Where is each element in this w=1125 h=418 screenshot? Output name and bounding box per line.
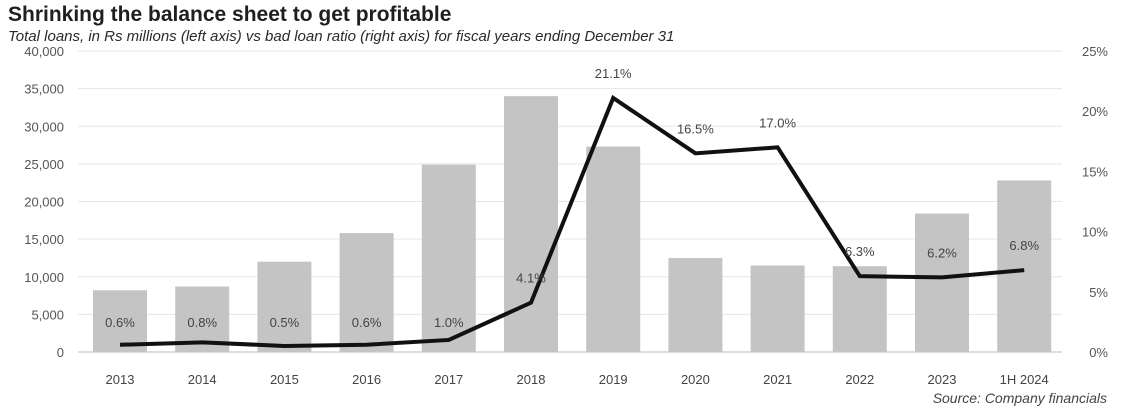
bar-2016 [339,233,394,352]
line-data-label: 0.8% [187,315,217,330]
y-left-tick-label: 5,000 [31,307,64,322]
y-left-tick-label: 25,000 [24,157,64,172]
x-tick-label: 2014 [188,372,217,387]
y-left-tick-label: 15,000 [24,232,64,247]
bar-2019 [586,146,641,352]
y-left-tick-label: 10,000 [24,270,64,285]
bar-2023 [915,213,969,352]
x-tick-label: 1H 2024 [1000,372,1049,387]
x-tick-label: 2016 [352,372,381,387]
x-tick-label: 2015 [270,372,299,387]
y-right-tick-label: 5% [1089,285,1108,300]
line-data-label: 17.0% [759,115,796,130]
line-series [119,94,1025,348]
axes: 0 5,000 10,000 15,000 20,000 25,000 30,000 35,0… [24,44,1108,387]
y-right-tick-label: 20% [1082,104,1108,119]
x-tick-label: 2017 [434,372,463,387]
line-data-label: 0.6% [352,315,382,330]
x-tick-label: 2022 [845,372,874,387]
bar-2022 [832,266,887,352]
line-data-label: 1.0% [434,315,464,330]
bar-2021 [750,265,805,352]
bar-2020 [668,257,723,352]
line-data-label: 0.6% [105,315,135,330]
x-tick-label: 2013 [106,372,135,387]
line-data-label: 6.2% [927,245,957,260]
line-data-label: 21.1% [595,66,632,81]
bad-loan-ratio-line [119,94,1025,348]
y-left-tick-label: 35,000 [24,82,64,97]
bar-1h-2024 [997,180,1052,352]
line-data-label: 16.5% [677,121,714,136]
x-tick-label: 2018 [517,372,546,387]
y-right-tick-label: 15% [1082,164,1108,179]
bar-2017 [421,164,476,352]
chart-title: Shrinking the balance sheet to get profi… [8,3,452,26]
y-left-tick-label: 40,000 [24,44,64,59]
source-note: Source: Company financials [932,390,1107,406]
y-right-tick-label: 25% [1082,44,1108,59]
bar-2018 [504,96,558,353]
y-left-tick-label: 0 [57,345,64,360]
bar-series [93,96,1052,353]
line-data-label: 0.5% [270,315,300,330]
bar-2015 [257,261,312,352]
line-data-label: 6.8% [1009,238,1039,253]
x-tick-label: 2019 [599,372,628,387]
x-tick-label: 2023 [928,372,957,387]
y-left-tick-label: 30,000 [24,119,64,134]
x-tick-label: 2020 [681,372,710,387]
data-labels: 0.6% 0.8% 0.5% 0.6% 1.0% 4.1% 21.1% 16.5% 17.0% 6… [105,66,1039,330]
y-right-tick-label: 10% [1082,225,1108,240]
line-data-label: 4.1% [516,271,546,286]
chart-subtitle: Total loans, in Rs millions (left axis) … [8,28,675,45]
bar-2013 [93,290,147,352]
y-left-tick-label: 20,000 [24,195,64,210]
line-data-label: 6.3% [845,244,875,259]
y-right-tick-label: 0% [1089,345,1108,360]
x-tick-label: 2021 [763,372,792,387]
